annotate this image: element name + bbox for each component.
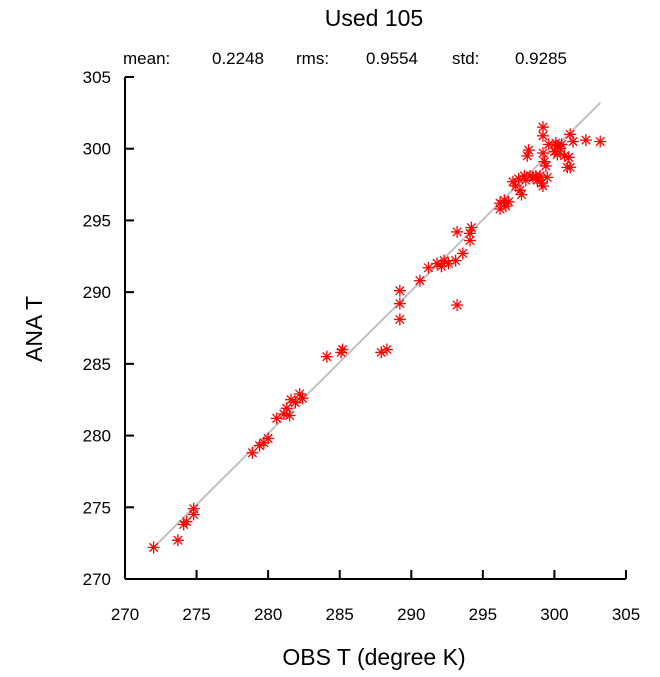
x-axis-label: OBS T (degree K): [282, 644, 465, 670]
data-point: [393, 313, 406, 326]
data-point: [594, 135, 607, 148]
x-tick-label: 305: [612, 605, 640, 624]
x-tick-label: 295: [469, 605, 497, 624]
data-point: [289, 396, 302, 409]
data-point: [336, 343, 349, 356]
y-tick-label: 305: [83, 68, 111, 87]
data-point: [171, 534, 184, 547]
data-point: [320, 350, 333, 363]
data-point: [539, 159, 552, 172]
data-point: [515, 188, 528, 201]
data-point: [451, 299, 464, 312]
data-point: [380, 343, 393, 356]
fit-line-group: [152, 102, 601, 549]
data-point: [522, 144, 535, 157]
x-tick-label: 270: [111, 605, 139, 624]
fit-line: [152, 102, 601, 549]
mean-value: 0.2248: [212, 49, 264, 68]
data-point: [567, 135, 580, 148]
data-point: [283, 409, 296, 422]
data-point: [246, 446, 259, 459]
data-point: [534, 169, 547, 182]
rms-label: rms:: [296, 49, 329, 68]
data-point: [555, 138, 568, 151]
data-point: [562, 151, 575, 164]
data-point: [262, 432, 275, 445]
x-tick-label: 290: [397, 605, 425, 624]
data-point: [463, 227, 476, 240]
y-axis-label: ANA T: [21, 296, 47, 362]
data-point: [277, 408, 290, 421]
x-tick-label: 300: [540, 605, 568, 624]
axes: 270 275 280 285 290 295 300 305 270 275 280 285 290 2…: [83, 68, 641, 624]
data-point: [499, 200, 512, 213]
y-tick-label: 285: [83, 355, 111, 374]
data-point: [393, 297, 406, 310]
std-value: 0.9285: [515, 49, 567, 68]
data-point: [579, 134, 592, 147]
x-tick-label: 285: [326, 605, 354, 624]
data-point: [296, 392, 309, 405]
y-tick-label: 300: [83, 140, 111, 159]
y-tick-label: 295: [83, 211, 111, 230]
y-tick-label: 270: [83, 570, 111, 589]
data-point: [536, 121, 549, 134]
data-point: [465, 221, 478, 234]
data-point: [413, 274, 426, 287]
data-point: [541, 171, 554, 184]
data-point: [393, 284, 406, 297]
stats-line: mean: 0.2248 rms: 0.9554 std: 0.9285: [123, 49, 567, 68]
data-point: [451, 225, 464, 238]
data-points: [147, 121, 607, 554]
data-point: [502, 195, 515, 208]
data-point: [536, 147, 549, 160]
y-tick-label: 280: [83, 427, 111, 446]
chart-title: Used 105: [325, 5, 423, 31]
data-point: [147, 541, 160, 554]
data-point: [422, 261, 435, 274]
data-point: [270, 412, 283, 425]
mean-label: mean:: [123, 49, 170, 68]
rms-value: 0.9554: [366, 49, 418, 68]
x-tick-label: 280: [254, 605, 282, 624]
data-point: [536, 180, 549, 193]
data-point: [187, 502, 200, 515]
y-tick-label: 290: [83, 283, 111, 302]
data-point: [449, 254, 462, 267]
std-label: std:: [452, 49, 479, 68]
data-point: [180, 515, 193, 528]
data-point: [564, 161, 577, 174]
y-tick-label: 275: [83, 498, 111, 517]
x-tick-label: 275: [182, 605, 210, 624]
data-point: [456, 247, 469, 260]
data-point: [542, 138, 555, 151]
